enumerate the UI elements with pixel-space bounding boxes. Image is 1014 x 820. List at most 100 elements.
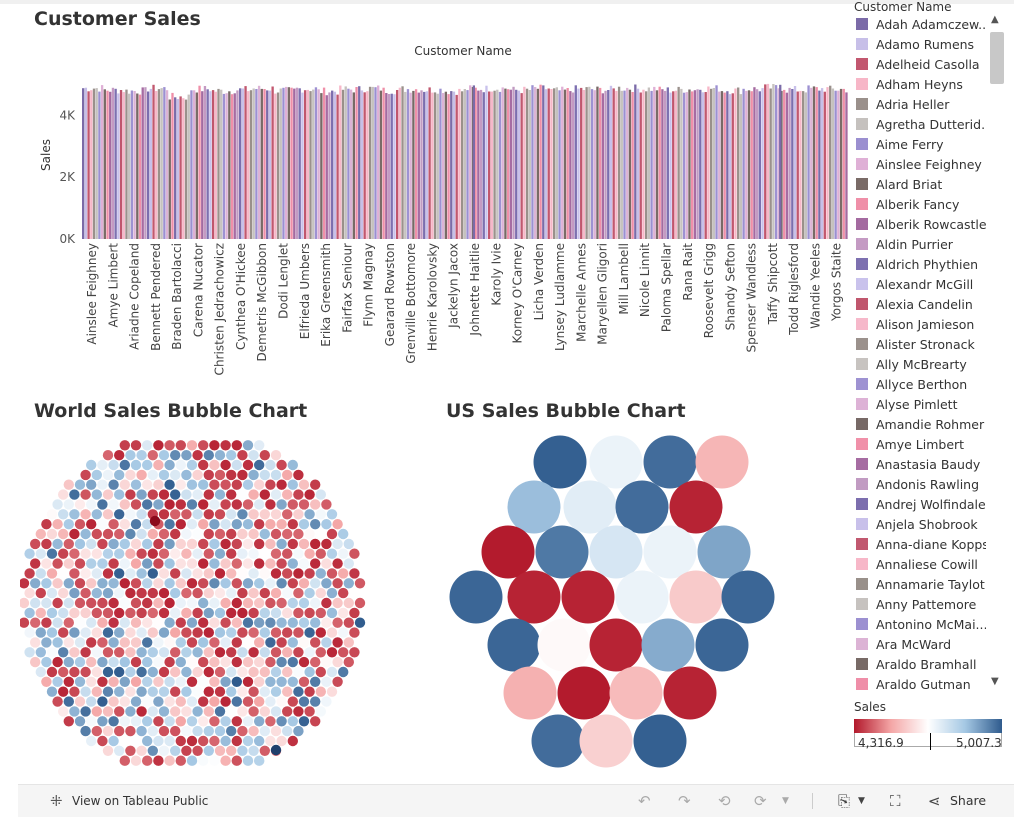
world-bubble[interactable]	[321, 519, 332, 530]
world-bubble[interactable]	[186, 519, 198, 530]
world-bubble[interactable]	[130, 558, 142, 569]
bar[interactable]	[750, 91, 753, 239]
world-bubble[interactable]	[326, 607, 338, 619]
world-bubble[interactable]	[287, 499, 298, 510]
world-bubble[interactable]	[242, 755, 254, 766]
world-bubble[interactable]	[147, 745, 158, 756]
world-bubble[interactable]	[214, 587, 226, 599]
world-bubble[interactable]	[41, 597, 52, 609]
world-bubble[interactable]	[231, 735, 242, 747]
bar[interactable]	[333, 91, 337, 239]
world-bubble[interactable]	[136, 745, 147, 756]
world-bubble[interactable]	[119, 519, 130, 530]
world-bubble[interactable]	[86, 538, 97, 550]
world-bubble[interactable]	[338, 607, 349, 619]
world-bubble[interactable]	[58, 607, 69, 619]
world-bubble[interactable]	[164, 558, 175, 569]
world-bubble[interactable]	[63, 499, 74, 510]
bar[interactable]	[452, 91, 456, 239]
world-bubble[interactable]	[248, 528, 259, 540]
world-bubble[interactable]	[142, 558, 153, 569]
world-bubble[interactable]	[130, 479, 142, 490]
world-bubble[interactable]	[119, 440, 130, 451]
world-bubble[interactable]	[332, 617, 343, 628]
world-bubble[interactable]	[52, 538, 63, 550]
bar[interactable]	[783, 89, 786, 240]
world-bubble[interactable]	[276, 578, 287, 589]
world-bubble[interactable]	[298, 597, 310, 609]
world-bubble[interactable]	[248, 469, 259, 481]
world-bubble[interactable]	[186, 499, 198, 510]
world-bubble[interactable]	[41, 558, 52, 569]
bar[interactable]	[815, 87, 818, 239]
bar[interactable]	[195, 92, 199, 240]
us-bubble[interactable]	[589, 525, 643, 579]
scroll-down-icon[interactable]: ▼	[991, 676, 999, 687]
world-bubble[interactable]	[270, 706, 282, 717]
world-bubble[interactable]	[203, 528, 214, 540]
world-bubble[interactable]	[354, 617, 366, 628]
us-bubble[interactable]	[507, 480, 561, 534]
world-bubble[interactable]	[198, 459, 209, 471]
world-bubble[interactable]	[242, 656, 254, 668]
world-bubble[interactable]	[147, 666, 158, 678]
bar[interactable]	[696, 89, 699, 239]
world-bubble[interactable]	[175, 459, 186, 471]
world-bubble[interactable]	[198, 597, 209, 609]
world-bubble[interactable]	[242, 676, 254, 687]
us-bubble[interactable]	[487, 618, 541, 672]
world-bubble[interactable]	[237, 627, 248, 638]
bar[interactable]	[693, 90, 697, 239]
bar[interactable]	[593, 90, 596, 239]
world-bubble[interactable]	[326, 548, 338, 559]
world-bubble[interactable]	[248, 706, 259, 717]
world-bubble[interactable]	[97, 558, 108, 569]
world-bubble[interactable]	[270, 666, 282, 678]
world-bubble[interactable]	[52, 676, 63, 687]
world-bubble[interactable]	[315, 548, 326, 559]
bar[interactable]	[626, 87, 629, 240]
world-bubble[interactable]	[349, 587, 360, 599]
bar[interactable]	[718, 91, 721, 239]
world-bubble[interactable]	[192, 686, 203, 697]
world-bubble[interactable]	[170, 568, 181, 579]
bar[interactable]	[211, 90, 215, 239]
us-bubble[interactable]	[633, 714, 687, 768]
bar[interactable]	[509, 89, 512, 239]
world-bubble[interactable]	[343, 597, 354, 609]
bar[interactable]	[482, 92, 485, 239]
legend-item[interactable]: Aldrich Phythien	[854, 256, 986, 276]
world-bubble[interactable]	[237, 528, 248, 540]
world-bubble[interactable]	[114, 725, 125, 737]
world-bubble[interactable]	[46, 548, 58, 559]
world-bubble[interactable]	[158, 489, 170, 500]
world-bubble[interactable]	[20, 597, 30, 609]
bar[interactable]	[279, 88, 282, 240]
bar[interactable]	[647, 87, 651, 240]
bar[interactable]	[758, 91, 762, 239]
bar[interactable]	[382, 87, 385, 239]
world-bubble[interactable]	[108, 696, 119, 707]
world-bubble[interactable]	[270, 607, 282, 619]
world-bubble[interactable]	[192, 450, 203, 461]
world-bubble[interactable]	[102, 548, 114, 559]
bar[interactable]	[715, 85, 718, 239]
world-bubble[interactable]	[220, 735, 231, 747]
world-bubble[interactable]	[108, 656, 119, 668]
world-bubble[interactable]	[125, 627, 136, 638]
legend-item[interactable]: Anastasia Baudy	[854, 456, 986, 476]
bar[interactable]	[155, 91, 158, 239]
world-bubble[interactable]	[142, 519, 153, 530]
world-bubble[interactable]	[30, 656, 41, 668]
world-bubble[interactable]	[86, 459, 97, 471]
world-bubble[interactable]	[265, 459, 276, 471]
world-bubble[interactable]	[343, 578, 354, 589]
world-bubble[interactable]	[80, 627, 91, 638]
bar[interactable]	[374, 87, 377, 239]
world-bubble[interactable]	[220, 656, 231, 668]
bar[interactable]	[804, 92, 808, 240]
bar[interactable]	[818, 90, 821, 239]
us-sales-bubble-chart[interactable]	[440, 425, 790, 780]
world-bubble[interactable]	[321, 637, 332, 648]
world-bubble[interactable]	[80, 725, 91, 737]
